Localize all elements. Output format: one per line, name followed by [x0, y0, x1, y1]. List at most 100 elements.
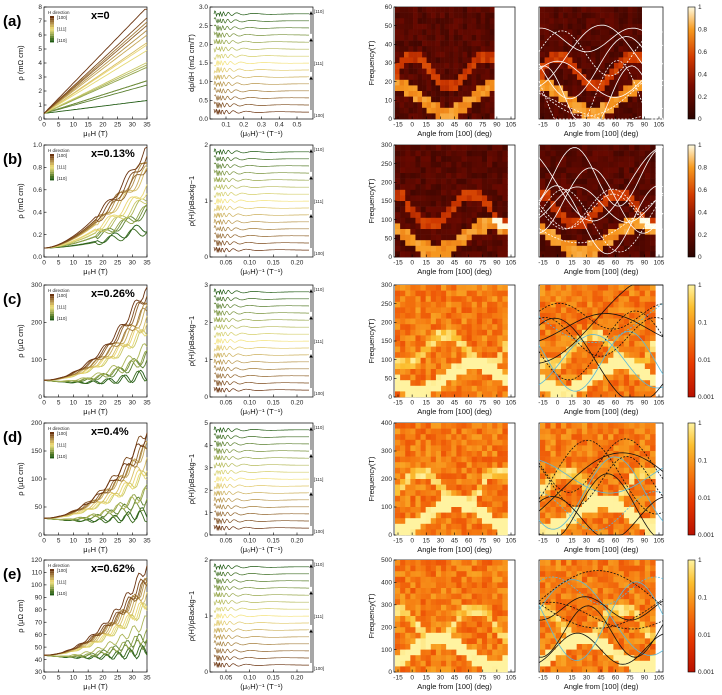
heatmap-cell: [618, 245, 625, 252]
heatmap-cell: [587, 184, 593, 191]
y-tick-label: 5: [204, 420, 208, 427]
heatmap-cell: [430, 189, 437, 196]
heatmap-cell: [415, 666, 421, 673]
heatmap-cell: [471, 341, 478, 347]
heatmap-cell: [644, 456, 651, 463]
heatmap-cell: [471, 113, 477, 120]
heatmap-cell: [571, 467, 577, 474]
heatmap-cell: [487, 582, 493, 589]
heatmap-cell: [489, 113, 495, 120]
heatmap-cell: [576, 74, 582, 81]
heatmap-cell: [629, 374, 635, 381]
heatmap-cell: [597, 150, 604, 157]
heatmap-cell: [410, 529, 416, 536]
heatmap-cell: [456, 649, 462, 656]
heatmap-cell: [604, 96, 610, 103]
heatmap-cell: [639, 201, 646, 207]
heatmap-cell: [581, 529, 588, 536]
heatmap-cell: [430, 150, 437, 157]
heatmap-cell: [602, 245, 609, 252]
heatmap-cell: [489, 91, 495, 97]
heatmap-cell: [467, 85, 472, 92]
heatmap-cell: [415, 178, 421, 185]
heatmap-cell: [544, 18, 550, 25]
heatmap-cell: [566, 150, 572, 157]
heatmap-cell: [587, 434, 593, 441]
heatmap-cell: [425, 512, 432, 519]
heatmap-cell: [592, 313, 598, 319]
heatmap-cell: [555, 251, 562, 258]
direction-label: [111]: [314, 339, 323, 344]
heatmap-cell: [572, 85, 578, 92]
heatmap-cell: [466, 604, 473, 611]
heatmap-cell: [446, 588, 452, 594]
heatmap-cell: [430, 229, 437, 235]
heatmap-cell: [446, 560, 452, 566]
heatmap-cell: [555, 632, 562, 639]
colorbar-tick-label: 0.4: [698, 71, 707, 78]
heatmap-cell: [446, 473, 452, 480]
heatmap-cell: [395, 57, 400, 64]
heatmap-cell: [446, 184, 452, 191]
heatmap-cell: [451, 507, 457, 513]
heatmap-cell: [618, 391, 625, 398]
heatmap-cell: [587, 380, 593, 387]
heatmap-cell: [449, 74, 454, 81]
heatmap-cell: [618, 96, 624, 103]
legend-swatch: [50, 20, 54, 23]
heatmap-cell: [451, 518, 457, 525]
heatmap-cell: [650, 251, 656, 258]
heatmap-cell: [613, 7, 619, 13]
heatmap-cell: [435, 473, 442, 480]
heatmap-cell: [571, 324, 577, 331]
heatmap-cell: [608, 318, 614, 325]
x-tick-label: 0: [42, 675, 46, 682]
heatmap-cell: [563, 35, 569, 41]
heatmap-cell: [440, 91, 445, 97]
heatmap-cell: [404, 102, 409, 109]
heatmap-cell: [550, 156, 557, 163]
heatmap-cell: [581, 245, 588, 252]
heatmap-cell: [417, 18, 423, 25]
heatmap-cell: [609, 102, 615, 109]
x-tick-label: 0.10: [243, 400, 256, 407]
heatmap-cell: [576, 285, 583, 291]
x-tick-label: 45: [597, 122, 605, 129]
heatmap-cell: [451, 621, 457, 628]
heatmap-cell: [440, 7, 445, 13]
heatmap-cell: [586, 18, 592, 25]
heatmap-cell: [608, 523, 614, 530]
heatmap-cell: [566, 217, 572, 224]
x-tick-label: 60: [612, 400, 620, 407]
heatmap-cell: [395, 507, 401, 513]
heatmap-cell: [487, 240, 493, 247]
heatmap-cell: [555, 296, 562, 303]
heatmap-cell: [604, 107, 610, 114]
heatmap-cell: [420, 391, 426, 398]
heatmap-cell: [567, 23, 573, 30]
heatmap-cell: [497, 565, 503, 572]
heatmap-cell: [466, 649, 473, 656]
heatmap-cell: [420, 565, 426, 572]
field-axis-label: μ₀H (T): [83, 545, 108, 554]
heatmap-cell: [492, 173, 498, 179]
heatmap-cell: [581, 102, 587, 109]
heatmap-cell: [650, 161, 656, 168]
heatmap-cell: [623, 107, 629, 114]
heatmap-cell: [415, 156, 421, 163]
heatmap-cell: [600, 12, 606, 19]
heatmap-cell: [623, 523, 630, 530]
heatmap-cell: [632, 96, 638, 103]
heatmap-cell: [481, 644, 488, 650]
heatmap-cell: [613, 434, 619, 441]
heatmap-cell: [502, 501, 508, 508]
heatmap-cell: [618, 285, 625, 291]
heatmap-cell: [560, 445, 567, 452]
heatmap-cell: [609, 113, 615, 120]
heatmap-cell: [592, 434, 598, 441]
heatmap-cell: [550, 290, 557, 297]
heatmap-cell: [629, 189, 635, 196]
y-tick-label: 50: [385, 376, 393, 383]
heatmap-cell: [492, 380, 498, 387]
heatmap-cell: [415, 161, 421, 168]
